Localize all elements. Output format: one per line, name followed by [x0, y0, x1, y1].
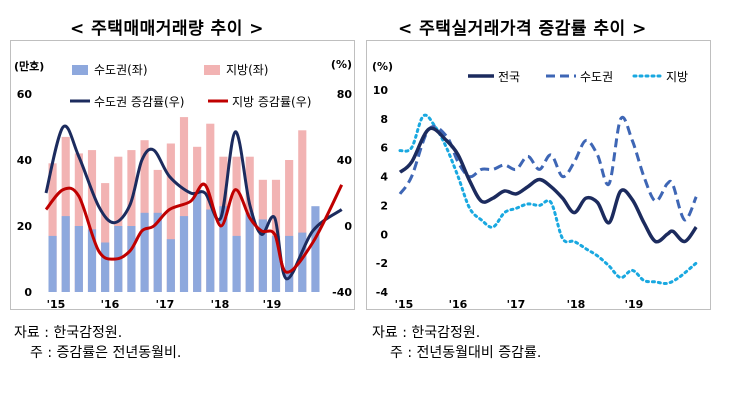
- legend-capital: 수도권(좌): [94, 63, 148, 77]
- capital-bar: [298, 232, 307, 292]
- left-y-tick-label: 60: [17, 88, 33, 101]
- x-tick-label: '16: [101, 298, 120, 310]
- local-bar: [114, 156, 123, 292]
- left-axis-unit: (만호): [14, 59, 44, 73]
- local-bar: [87, 150, 97, 292]
- y-tick-label: 8: [380, 113, 388, 126]
- legend-swatch-local: [204, 65, 220, 75]
- capital-bar: [206, 209, 215, 292]
- local-bar: [232, 156, 241, 292]
- legend-local-growth: 지방 증감률(우): [232, 95, 311, 109]
- right-y-tick-label: 0: [344, 220, 352, 233]
- right-footnote: 주 : 전년동월대비 증감률.: [390, 345, 542, 361]
- left-y-tick-label: 40: [17, 154, 33, 167]
- local-bar: [127, 150, 136, 292]
- local-bar: [101, 183, 110, 292]
- capital-bar: [285, 235, 294, 292]
- x-tick-label: '15: [47, 298, 66, 310]
- capital-bar: [48, 235, 57, 292]
- capital-growth-line: [44, 124, 343, 281]
- x-tick-label: '15: [395, 298, 414, 310]
- national-line: [398, 126, 698, 244]
- local-bar: [285, 160, 294, 292]
- x-tick-label: '16: [449, 298, 468, 310]
- capital-bar: [153, 212, 162, 292]
- capital-bar: [166, 239, 175, 292]
- legend-local: 지방(좌): [226, 63, 268, 77]
- capital-bar: [87, 229, 97, 292]
- legend-capital-growth: 수도권 증감률(우): [94, 95, 184, 109]
- y-tick-label: 2: [380, 199, 388, 212]
- left-footnote: 주 : 증감률은 전년동월비.: [30, 345, 182, 361]
- local-bar: [48, 163, 57, 292]
- x-tick-label: '18: [211, 298, 230, 310]
- capital-bar: [219, 206, 228, 292]
- legend-local: 지방: [666, 70, 688, 84]
- capital-bar: [193, 193, 202, 292]
- capital-bar: [74, 226, 83, 292]
- left-source-note: 자료 : 한국감정원.: [14, 325, 123, 341]
- capital-bar: [271, 235, 281, 292]
- capital-bar: [232, 235, 241, 292]
- right-axis-unit: (%): [331, 58, 352, 71]
- right-source-note: 자료 : 한국감정원.: [372, 325, 481, 341]
- capital-bar: [245, 212, 254, 292]
- left-chart-title: < 주택매매거래량 추이 >: [70, 19, 265, 39]
- y-tick-label: 4: [380, 171, 388, 184]
- right-chart-frame: [366, 40, 711, 310]
- capital-bar: [101, 242, 110, 292]
- right-y-tick-label: 80: [337, 88, 353, 101]
- capital-line: [398, 115, 698, 222]
- right-y-tick-label: -40: [332, 286, 352, 299]
- left-y-tick-label: 20: [17, 220, 33, 233]
- x-tick-label: '17: [156, 298, 175, 310]
- right-chart-title: < 주택실거래가격 증감률 추이 >: [398, 19, 647, 39]
- capital-bar: [61, 216, 70, 292]
- capital-bar: [179, 216, 189, 292]
- capital-bar: [140, 212, 149, 292]
- y-tick-label: -2: [376, 257, 388, 270]
- local-bar: [61, 136, 70, 292]
- local-bar: [166, 143, 175, 292]
- local-bar: [298, 130, 307, 292]
- capital-bar: [127, 226, 136, 292]
- y-tick-label: 10: [373, 84, 389, 97]
- right-chart: (%) 10 8 6 4 2 0 -2 -4 '15 '16 '17 '18 '19 전국 수도권 지방: [366, 40, 711, 310]
- local-growth-line: [44, 182, 344, 274]
- legend-swatch-capital: [72, 65, 88, 75]
- x-tick-label: '19: [625, 298, 644, 310]
- left-chart-frame: [10, 40, 355, 310]
- y-axis-unit: (%): [372, 60, 393, 73]
- local-line: [398, 113, 698, 285]
- y-tick-label: -4: [376, 286, 389, 299]
- left-y-tick-label: 0: [24, 286, 32, 299]
- left-chart: (만호) (%) 60 40 20 0 80 40 0 -40 '15 '16 '17 '18 '19 수도권…: [10, 40, 355, 310]
- legend-national: 전국: [498, 70, 520, 84]
- x-tick-label: '17: [507, 298, 526, 310]
- x-tick-label: '18: [567, 298, 586, 310]
- capital-bar: [258, 219, 267, 292]
- local-bar: [74, 153, 83, 292]
- y-tick-label: 6: [380, 142, 388, 155]
- x-tick-label: '19: [263, 298, 282, 310]
- legend-capital: 수도권: [580, 70, 613, 84]
- right-y-tick-label: 40: [337, 154, 353, 167]
- capital-bar: [311, 206, 320, 292]
- y-tick-label: 0: [380, 228, 388, 241]
